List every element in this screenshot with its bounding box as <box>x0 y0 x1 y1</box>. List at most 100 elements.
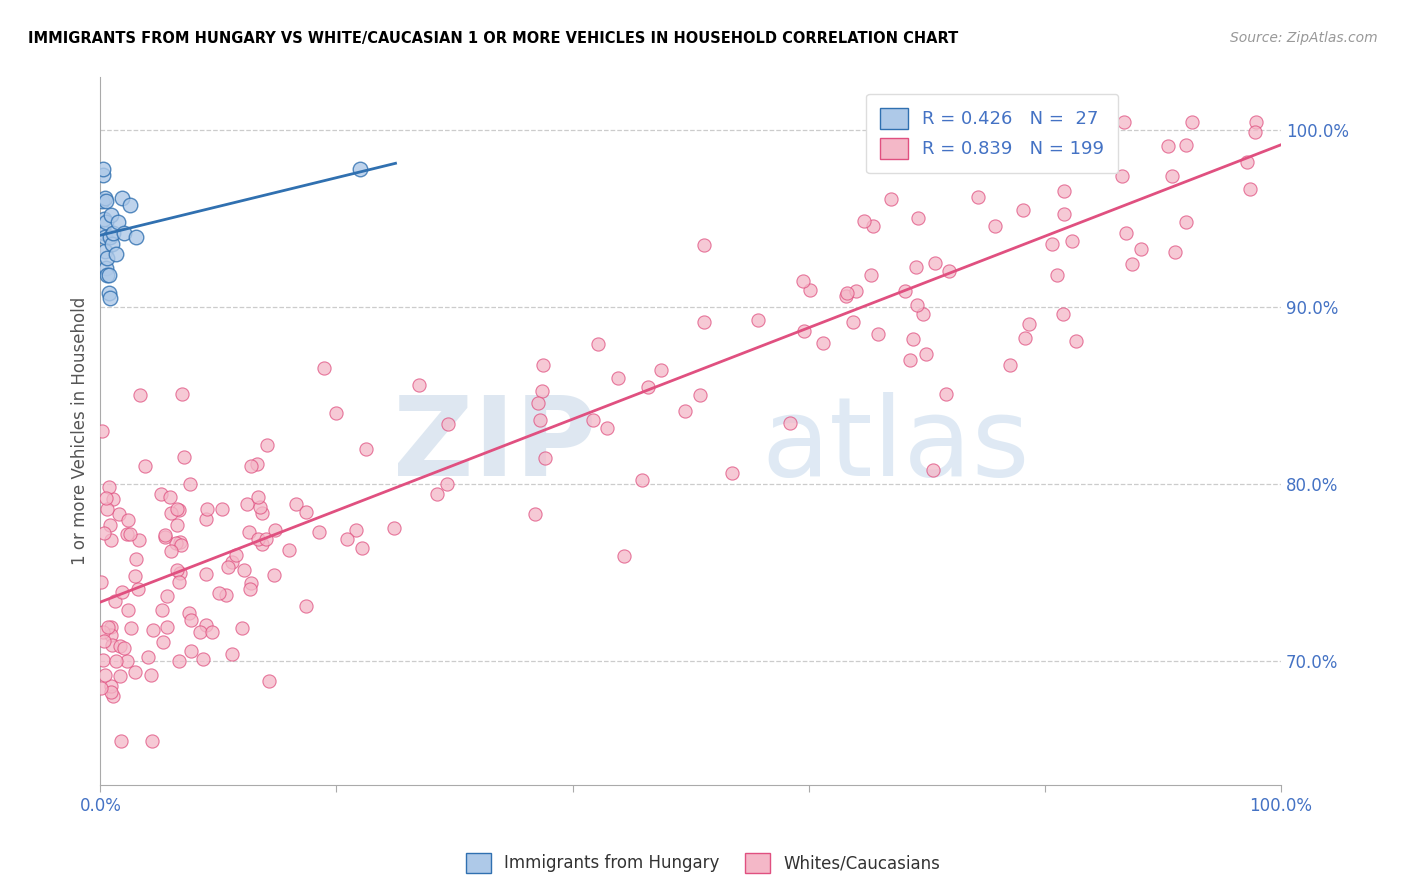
Point <box>312 361 335 376</box>
Point <box>792 274 814 288</box>
Point <box>859 268 882 283</box>
Point <box>194 617 217 632</box>
Point <box>349 162 371 177</box>
Point <box>853 214 876 228</box>
Point <box>779 416 801 430</box>
Text: atlas: atlas <box>762 392 1031 499</box>
Point <box>100 620 122 634</box>
Point <box>1164 244 1187 259</box>
Point <box>179 477 201 491</box>
Point <box>249 500 271 514</box>
Point <box>160 543 183 558</box>
Point <box>201 624 224 639</box>
Y-axis label: 1 or more Vehicles in Household: 1 or more Vehicles in Household <box>72 297 89 566</box>
Point <box>841 316 863 330</box>
Point <box>1157 139 1180 153</box>
Point <box>408 377 430 392</box>
Point <box>308 524 330 539</box>
Point <box>1181 114 1204 128</box>
Point <box>984 219 1007 233</box>
Point <box>239 576 262 591</box>
Point <box>1060 234 1083 248</box>
Point <box>231 621 253 635</box>
Point <box>103 594 125 608</box>
Point <box>91 168 114 182</box>
Point <box>862 219 884 233</box>
Point <box>793 324 815 338</box>
Point <box>93 226 115 240</box>
Point <box>631 473 654 487</box>
Point <box>894 285 917 299</box>
Point <box>221 648 243 662</box>
Point <box>246 457 269 471</box>
Point <box>246 490 269 504</box>
Point <box>101 236 124 251</box>
Point <box>128 533 150 548</box>
Point <box>112 226 135 240</box>
Point <box>142 623 165 637</box>
Point <box>239 582 262 596</box>
Point <box>901 332 924 346</box>
Point <box>170 386 193 401</box>
Point <box>101 638 124 652</box>
Point <box>150 486 173 500</box>
Point <box>91 653 114 667</box>
Point <box>1083 114 1105 128</box>
Point <box>108 669 131 683</box>
Point <box>256 438 278 452</box>
Point <box>98 292 121 306</box>
Point <box>215 588 238 602</box>
Point <box>246 532 269 546</box>
Point <box>606 371 628 385</box>
Point <box>160 506 183 520</box>
Point <box>110 733 132 747</box>
Point <box>93 633 115 648</box>
Point <box>250 537 273 551</box>
Text: IMMIGRANTS FROM HUNGARY VS WHITE/CAUCASIAN 1 OR MORE VEHICLES IN HOUSEHOLD CORRE: IMMIGRANTS FROM HUNGARY VS WHITE/CAUCASI… <box>28 31 959 46</box>
Point <box>125 229 148 244</box>
Point <box>93 211 115 226</box>
Point <box>195 566 218 581</box>
Point <box>1040 237 1063 252</box>
Point <box>1052 185 1074 199</box>
Text: Source: ZipAtlas.com: Source: ZipAtlas.com <box>1230 31 1378 45</box>
Point <box>141 733 163 747</box>
Point <box>527 395 550 409</box>
Point <box>799 283 821 297</box>
Point <box>935 387 957 401</box>
Point <box>169 654 191 668</box>
Point <box>100 533 122 547</box>
Legend: Immigrants from Hungary, Whites/Caucasians: Immigrants from Hungary, Whites/Caucasia… <box>460 847 946 880</box>
Point <box>166 563 188 577</box>
Point <box>263 568 285 582</box>
Point <box>96 215 118 229</box>
Point <box>1000 114 1022 128</box>
Point <box>98 229 121 244</box>
Legend: R = 0.426   N =  27, R = 0.839   N = 199: R = 0.426 N = 27, R = 0.839 N = 199 <box>866 94 1118 173</box>
Point <box>110 639 132 653</box>
Point <box>426 487 449 501</box>
Point <box>278 543 301 558</box>
Point <box>90 424 112 438</box>
Point <box>1175 215 1198 229</box>
Point <box>134 458 156 473</box>
Point <box>188 625 211 640</box>
Point <box>120 621 142 635</box>
Point <box>115 526 138 541</box>
Point <box>1038 114 1060 128</box>
Point <box>193 652 215 666</box>
Point <box>167 574 190 589</box>
Point <box>350 541 373 555</box>
Point <box>159 490 181 504</box>
Point <box>1053 207 1076 221</box>
Point <box>344 524 367 538</box>
Point <box>100 685 122 699</box>
Point <box>1129 242 1152 256</box>
Point <box>111 584 134 599</box>
Point <box>150 602 173 616</box>
Point <box>98 518 121 533</box>
Point <box>118 526 141 541</box>
Point <box>94 244 117 258</box>
Point <box>155 590 177 604</box>
Point <box>217 560 239 574</box>
